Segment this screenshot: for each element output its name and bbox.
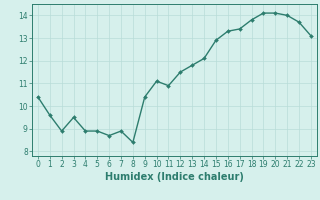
X-axis label: Humidex (Indice chaleur): Humidex (Indice chaleur) bbox=[105, 172, 244, 182]
